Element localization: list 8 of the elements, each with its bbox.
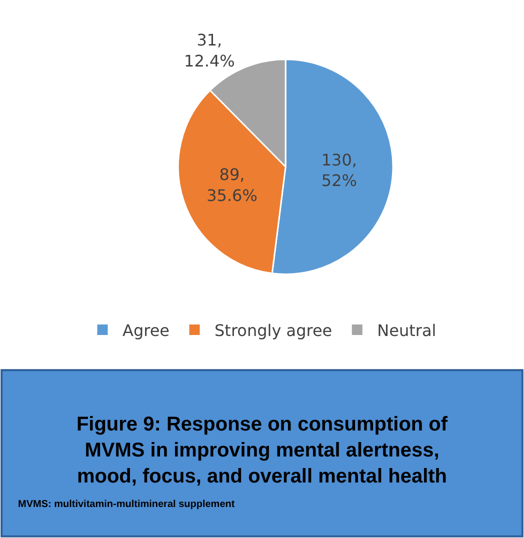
- data-label: 31, 12.4%: [184, 30, 235, 70]
- data-label: 89, 35.6%: [206, 165, 258, 205]
- legend-label: Strongly agree: [214, 320, 332, 340]
- text: MVMS: multivitamin-multimineral supplement: [18, 499, 236, 510]
- legend-label: Neutral: [377, 320, 436, 340]
- data-label: 130, 52%: [321, 150, 357, 190]
- text: Figure 9: Response on consumption of MVMS in improving mental alertness, mood, focus, and overall mental health: [76, 413, 448, 488]
- legend-label: Agree: [122, 320, 170, 340]
